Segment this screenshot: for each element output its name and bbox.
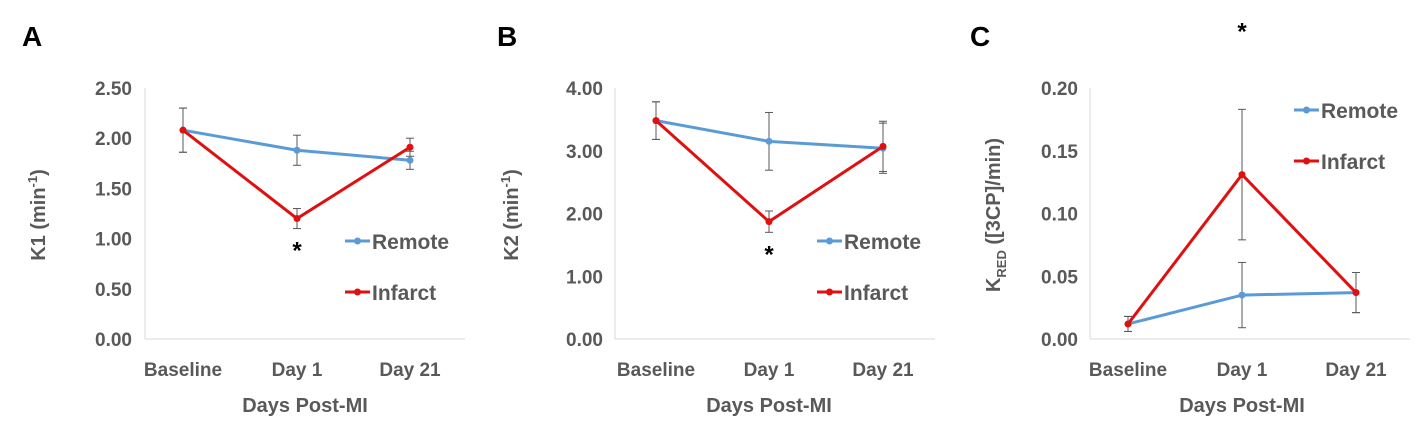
- y-tick-label: 0.00: [95, 330, 132, 351]
- legend: Remote Infarct: [345, 231, 449, 305]
- y-tick-label: 0.15: [1041, 142, 1078, 163]
- x-tick-label: Day 1: [744, 360, 795, 381]
- infarct-data-point: [879, 142, 887, 150]
- infarct-legend-marker: [826, 288, 833, 296]
- significance-marker: *: [1237, 18, 1247, 45]
- infarct-data-point: [652, 117, 660, 125]
- x-axis-title: Days Post-MI: [242, 395, 368, 417]
- x-tick-label: Day 21: [379, 360, 441, 381]
- infarct-data-point: [406, 143, 414, 151]
- infarct-data-point: [1124, 320, 1132, 328]
- y-tick-label: 1.00: [95, 230, 132, 251]
- x-tick-label: Baseline: [1089, 360, 1167, 381]
- y-tick-label: 0.10: [1041, 205, 1078, 226]
- y-axis-title: KRED ([3CP]/min): [983, 138, 1009, 292]
- x-axis-title: Days Post-MI: [1179, 395, 1305, 417]
- remote-legend-label: Remote: [372, 231, 449, 254]
- y-tick-label: 1.50: [95, 179, 132, 200]
- chart-panel-b: B 0.00 1.00 2.00 3.00 4.00 Baseline Day 1 Day 21…: [497, 21, 935, 417]
- infarct-legend-label: Infarct: [844, 282, 908, 305]
- legend: Remote Infarct: [1294, 100, 1398, 174]
- y-tick-label: 2.50: [95, 79, 132, 100]
- panel-letter: A: [22, 21, 42, 52]
- y-tick-label: 0.50: [95, 280, 132, 301]
- remote-data-point: [406, 156, 414, 164]
- y-tick-label: 3.00: [566, 142, 603, 163]
- y-tick-label: 0.00: [566, 330, 603, 351]
- infarct-legend-marker: [354, 288, 361, 296]
- y-axis-title: K1 (min-1): [25, 169, 50, 261]
- y-tick-label: 0.05: [1041, 267, 1078, 288]
- legend: Remote Infarct: [817, 231, 921, 305]
- remote-legend-marker: [354, 237, 361, 245]
- y-tick-label: 1.00: [566, 267, 603, 288]
- significance-marker: *: [764, 241, 774, 268]
- remote-data-point: [1238, 291, 1246, 299]
- remote-legend-marker: [826, 237, 833, 245]
- y-tick-label: 0.00: [1041, 330, 1078, 351]
- infarct-data-point: [293, 215, 301, 223]
- infarct-data-point: [179, 126, 187, 134]
- y-tick-label: 0.20: [1041, 79, 1078, 100]
- x-tick-label: Day 21: [852, 360, 914, 381]
- chart-panel-a: A 0.00 0.50 1.00 1.50 2.00 2.50 Baseline Day 1 Da…: [22, 21, 465, 417]
- y-tick-label: 2.00: [95, 129, 132, 150]
- infarct-data-point: [1238, 171, 1246, 179]
- significance-marker: *: [292, 238, 302, 265]
- remote-data-point: [765, 137, 773, 145]
- remote-legend-label: Remote: [1321, 100, 1398, 123]
- x-axis-title: Days Post-MI: [706, 395, 832, 417]
- infarct-legend-marker: [1303, 157, 1310, 165]
- infarct-data-point: [765, 218, 773, 226]
- y-tick-label: 4.00: [566, 79, 603, 100]
- infarct-data-point: [1352, 289, 1360, 297]
- panel-letter: B: [497, 21, 517, 52]
- panel-letter: C: [970, 21, 990, 52]
- chart-panel-c: C 0.00 0.05 0.10 0.15 0.20 Baseline Day 1 Day 21…: [970, 18, 1410, 417]
- x-tick-label: Baseline: [617, 360, 695, 381]
- x-tick-label: Day 21: [1325, 360, 1387, 381]
- infarct-legend-label: Infarct: [372, 282, 436, 305]
- infarct-legend-label: Infarct: [1321, 151, 1385, 174]
- remote-legend-label: Remote: [844, 231, 921, 254]
- x-tick-label: Day 1: [272, 360, 323, 381]
- y-tick-label: 2.00: [566, 205, 603, 226]
- x-tick-label: Baseline: [144, 360, 222, 381]
- y-axis-title: K2 (min-1): [498, 169, 523, 261]
- remote-data-point: [293, 146, 301, 154]
- x-tick-label: Day 1: [1217, 360, 1268, 381]
- remote-legend-marker: [1303, 106, 1310, 114]
